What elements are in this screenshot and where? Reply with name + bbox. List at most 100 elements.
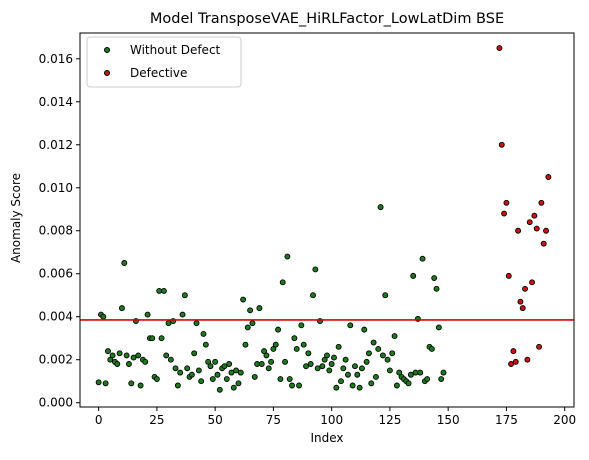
point-without-defect [258, 361, 265, 367]
point-without-defect [417, 369, 424, 376]
point-without-defect [272, 341, 279, 348]
point-defective [510, 348, 517, 355]
point-without-defect [121, 260, 128, 266]
point-without-defect [372, 373, 379, 380]
point-without-defect [338, 378, 344, 385]
point-without-defect [328, 361, 335, 367]
point-without-defect [240, 296, 247, 303]
point-defective [505, 272, 512, 279]
point-without-defect [314, 365, 321, 372]
point-without-defect [342, 356, 349, 363]
y-tick-label: 0.010 [39, 181, 73, 195]
point-without-defect [209, 376, 216, 383]
point-without-defect [324, 352, 330, 359]
point-without-defect [300, 341, 307, 348]
legend-label-without-defect: Without Defect [130, 43, 221, 57]
x-tick-label: 0 [95, 413, 103, 427]
point-without-defect [228, 369, 235, 376]
point-without-defect [384, 356, 391, 363]
point-without-defect [431, 275, 438, 281]
point-without-defect [95, 379, 102, 386]
point-without-defect [438, 376, 445, 383]
x-tick-label: 175 [495, 413, 518, 427]
point-without-defect [195, 367, 202, 374]
y-tick-label: 0.016 [39, 52, 73, 66]
point-without-defect [368, 380, 375, 387]
y-tick-label: 0.006 [39, 267, 73, 281]
point-defective [515, 227, 522, 234]
point-defective [543, 227, 549, 234]
point-without-defect [333, 384, 340, 391]
point-defective [538, 199, 545, 206]
point-defective [512, 358, 519, 365]
point-without-defect [389, 350, 396, 357]
point-without-defect [198, 378, 205, 385]
point-without-defect [235, 380, 242, 387]
point-without-defect [174, 382, 181, 389]
point-without-defect [298, 322, 305, 329]
point-without-defect [410, 272, 417, 279]
point-without-defect [233, 367, 240, 374]
point-without-defect [221, 363, 228, 370]
point-without-defect [391, 333, 398, 340]
legend: Without Defect Defective [86, 36, 242, 88]
y-tick-label: 0.004 [39, 310, 73, 324]
point-without-defect [265, 365, 272, 372]
point-without-defect [226, 361, 233, 367]
point-without-defect [303, 363, 309, 370]
point-without-defect [349, 382, 356, 389]
point-without-defect [105, 348, 111, 355]
point-without-defect [172, 365, 179, 372]
plot-frame [79, 32, 575, 408]
point-without-defect [123, 352, 130, 359]
point-defective [501, 210, 508, 217]
axis-ticks: 0 25 50 75 100 125 150 175 200 0.000 0.002 0.004 0.0… [39, 52, 576, 427]
point-without-defect [382, 292, 389, 299]
point-without-defect [158, 335, 165, 342]
point-without-defect [319, 363, 326, 370]
x-tick-label: 25 [149, 413, 164, 427]
point-without-defect [109, 352, 116, 359]
point-without-defect [356, 384, 363, 391]
point-without-defect [345, 371, 351, 378]
point-defective [522, 285, 529, 292]
x-tick-label: 150 [437, 413, 460, 427]
y-tick-label: 0.000 [39, 396, 73, 410]
point-defective [508, 361, 515, 367]
point-defective [498, 141, 505, 148]
point-defective [533, 225, 540, 232]
point-without-defect [347, 322, 354, 329]
point-without-defect [279, 279, 286, 286]
point-without-defect [230, 384, 237, 391]
point-without-defect [135, 352, 142, 359]
point-defective [496, 45, 503, 51]
legend-marker-defective [104, 70, 110, 76]
x-tick-label: 50 [208, 413, 223, 427]
point-defective [531, 212, 538, 219]
point-without-defect [102, 380, 109, 387]
point-without-defect [125, 361, 132, 367]
point-without-defect [153, 376, 160, 383]
point-without-defect [363, 358, 370, 365]
point-without-defect [405, 380, 412, 387]
point-without-defect [424, 376, 431, 383]
point-without-defect [200, 330, 207, 337]
point-defective [524, 356, 531, 363]
point-without-defect [305, 350, 312, 357]
x-axis-label: Index [310, 431, 343, 445]
point-without-defect [435, 324, 442, 331]
point-without-defect [247, 307, 254, 314]
point-without-defect [179, 311, 186, 318]
y-tick-label: 0.012 [39, 138, 73, 152]
point-without-defect [340, 365, 347, 372]
point-without-defect [130, 354, 137, 361]
point-without-defect [289, 382, 295, 389]
point-without-defect [354, 371, 361, 378]
point-without-defect [377, 204, 384, 211]
point-without-defect [282, 358, 289, 365]
point-without-defect [407, 371, 414, 378]
point-without-defect [291, 335, 298, 342]
point-without-defect [137, 382, 144, 389]
point-without-defect [167, 356, 174, 363]
